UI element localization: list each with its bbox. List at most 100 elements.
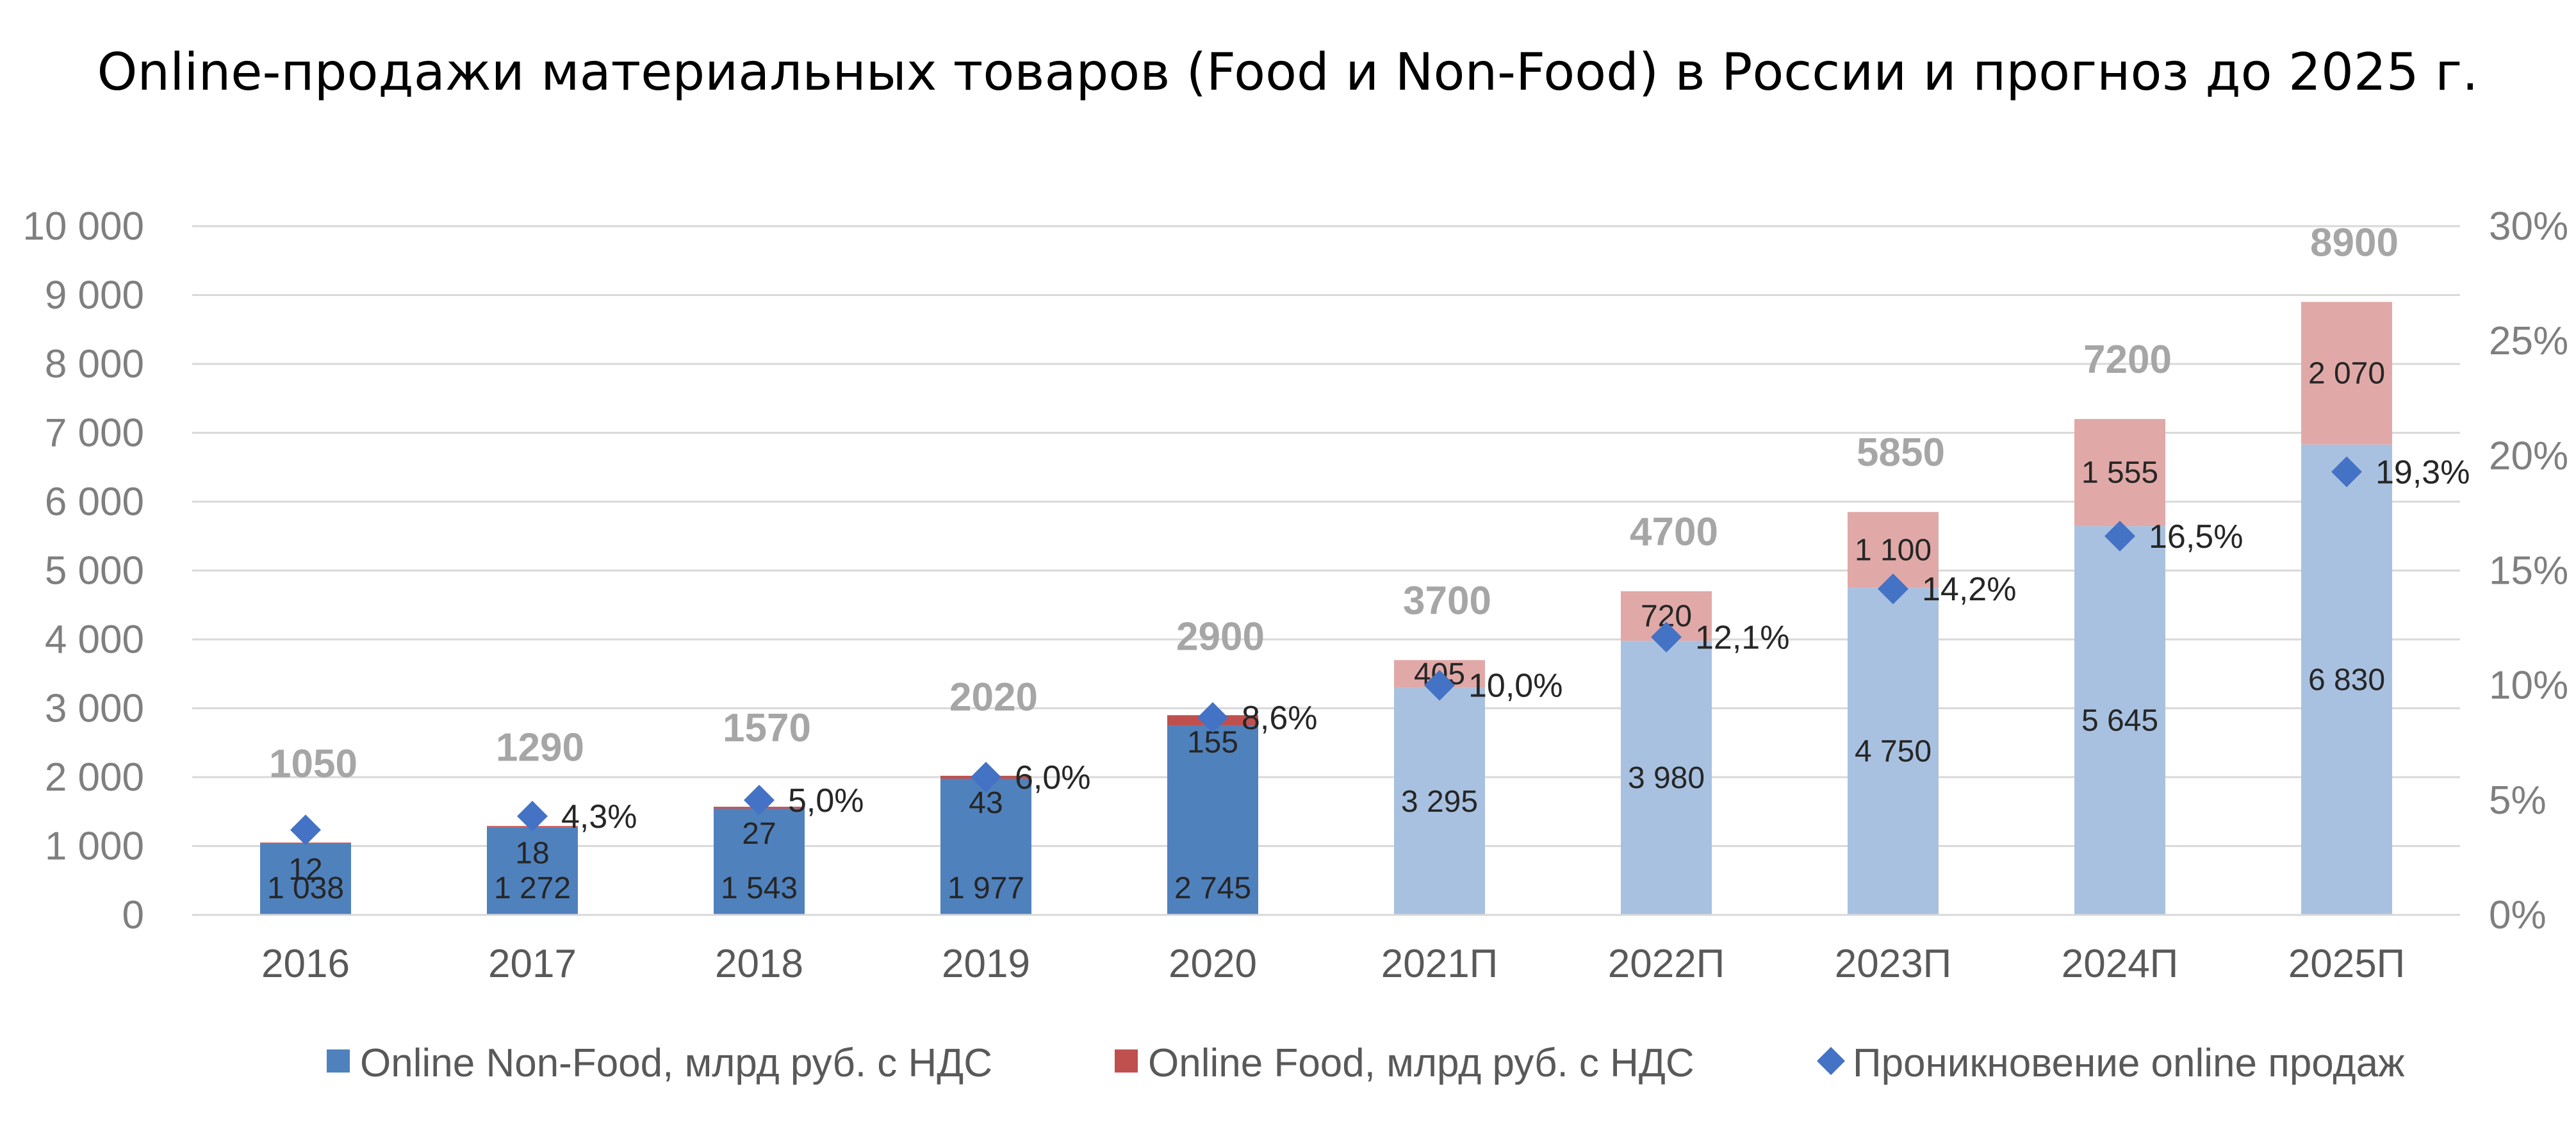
- category-label: 2021П: [1381, 942, 1498, 986]
- bar-nonfood: [714, 809, 805, 915]
- category-label: 2020: [1169, 942, 1257, 986]
- legend-nonfood: Online Non-Food, млрд руб. с НДС: [327, 1041, 992, 1085]
- left-tick-label: 8 000: [45, 342, 144, 386]
- bar-nonfood: [487, 827, 578, 915]
- bar-food: [2301, 302, 2392, 445]
- total-value-label: 4700: [1630, 510, 1718, 554]
- total-value-label: 1050: [269, 742, 357, 786]
- legend-food: Online Food, млрд руб. с НДС: [1115, 1041, 1694, 1085]
- left-axis-ticks: 0 1 000 2 000 3 000 4 000 5 000 6 000 7 000 8 00…: [22, 204, 144, 937]
- bar-nonfood: [1848, 588, 1939, 915]
- chart-title: Online-продажи материальных товаров (Foo…: [97, 42, 2478, 102]
- right-tick-label: 15%: [2489, 549, 2568, 593]
- legend-label: Online Food, млрд руб. с НДС: [1148, 1041, 1694, 1085]
- food-value-label: 1 100: [1855, 533, 1932, 567]
- nonfood-value-label: 1 038: [267, 871, 344, 905]
- category-label: 2016: [261, 942, 350, 986]
- bar-nonfood: [260, 843, 351, 915]
- category-labels: 2016 2017 2018 2019 2020 2021П 2022П 2023П 2024П…: [261, 942, 2405, 986]
- penetration-marker: [1424, 670, 1455, 701]
- total-value-label: 1570: [723, 706, 811, 750]
- penetration-value-label: 12,1%: [1695, 619, 1789, 656]
- penetration-value-label: 4,3%: [561, 798, 637, 835]
- bar-nonfood: [940, 778, 1031, 915]
- total-value-label: 1290: [496, 725, 584, 769]
- nonfood-value-label: 5 645: [2081, 704, 2158, 738]
- left-tick-label: 6 000: [45, 480, 144, 524]
- nonfood-value-label: 1 543: [721, 871, 798, 905]
- total-value-label: 3700: [1403, 579, 1491, 623]
- left-tick-label: 0: [122, 893, 144, 937]
- penetration-value-label: 16,5%: [2149, 518, 2243, 555]
- penetration-value-label: 10,0%: [1468, 668, 1563, 705]
- food-value-label: 12: [288, 853, 322, 887]
- legend-diamond: [1817, 1047, 1845, 1075]
- category-label: 2025П: [2288, 942, 2406, 986]
- category-label: 2023П: [1835, 942, 1952, 986]
- penetration-marker: [1197, 702, 1228, 733]
- penetration-marker: [290, 814, 321, 846]
- bar-nonfood: [2074, 526, 2165, 915]
- left-tick-label: 9 000: [45, 274, 144, 318]
- legend-swatch: [1115, 1049, 1138, 1073]
- penetration-value-label: 19,3%: [2375, 454, 2470, 491]
- nonfood-value-label: 6 830: [2308, 663, 2385, 697]
- right-tick-label: 10%: [2489, 664, 2568, 708]
- legend-swatch: [327, 1049, 350, 1073]
- category-label: 2022П: [1608, 942, 1725, 986]
- grid-lines: [192, 225, 2460, 847]
- right-tick-label: 25%: [2489, 319, 2568, 363]
- penetration-value-label: 5,0%: [788, 782, 864, 819]
- total-value-label: 5850: [1857, 431, 1945, 475]
- right-tick-label: 0%: [2489, 893, 2547, 937]
- bar-nonfood: [1394, 687, 1485, 915]
- left-tick-label: 5 000: [45, 549, 144, 593]
- category-label: 2019: [942, 942, 1030, 986]
- bar-nonfood: [1167, 725, 1258, 915]
- total-value-label: 8900: [2310, 220, 2399, 265]
- penetration-marker: [1651, 621, 1682, 653]
- penetration-value-label: 6,0%: [1015, 759, 1091, 796]
- category-label: 2017: [488, 942, 577, 986]
- food-value-label: 1 555: [2081, 456, 2158, 490]
- food-value-label: 27: [742, 817, 776, 851]
- penetration-marker: [2331, 456, 2362, 488]
- penetration-marker: [744, 784, 775, 816]
- total-labels: 1050 1290 1570 2020 2900 3700 4700 5850 7200 8900: [269, 220, 2399, 786]
- total-value-label: 2900: [1176, 614, 1265, 659]
- left-tick-label: 4 000: [45, 618, 144, 662]
- bar-nonfood: [1621, 641, 1712, 915]
- total-value-label: 7200: [2083, 338, 2172, 382]
- bar-nonfood: [2301, 444, 2392, 915]
- right-tick-label: 30%: [2489, 204, 2568, 249]
- nonfood-value-label: 2 745: [1174, 871, 1251, 905]
- nonfood-value-label: 1 272: [494, 871, 571, 905]
- penetration-marker: [971, 762, 1001, 793]
- left-tick-label: 7 000: [45, 411, 144, 456]
- total-value-label: 2020: [949, 675, 1038, 720]
- legend-penetration: Проникновение online продаж: [1817, 1041, 2405, 1085]
- penetration-markers: [290, 456, 2362, 846]
- penetration-marker: [1878, 573, 1908, 605]
- legend-label: Online Non-Food, млрд руб. с НДС: [360, 1041, 992, 1085]
- right-tick-label: 20%: [2489, 434, 2568, 478]
- penetration-labels: 4,3% 5,0% 6,0% 8,6% 10,0% 12,1% 14,2% 16,5% 19,3…: [561, 454, 2470, 835]
- category-label: 2018: [715, 942, 803, 986]
- right-axis-ticks: 0% 5% 10% 15% 20% 25% 30%: [2489, 204, 2568, 937]
- food-value-label: 18: [515, 836, 549, 870]
- food-value-label: 2 070: [2308, 357, 2385, 391]
- left-tick-label: 10 000: [22, 204, 144, 249]
- penetration-value-label: 8,6%: [1242, 700, 1318, 737]
- left-tick-label: 1 000: [45, 825, 144, 869]
- right-tick-label: 5%: [2489, 778, 2547, 823]
- nonfood-value-label: 4 750: [1855, 735, 1932, 769]
- legend-label: Проникновение online продаж: [1853, 1041, 2405, 1085]
- left-tick-label: 2 000: [45, 755, 144, 800]
- nonfood-value-label: 3 295: [1401, 785, 1478, 819]
- category-label: 2024П: [2062, 942, 2179, 986]
- nonfood-value-label: 1 977: [948, 871, 1024, 905]
- nonfood-value-label: 3 980: [1628, 761, 1705, 795]
- left-tick-label: 3 000: [45, 687, 144, 731]
